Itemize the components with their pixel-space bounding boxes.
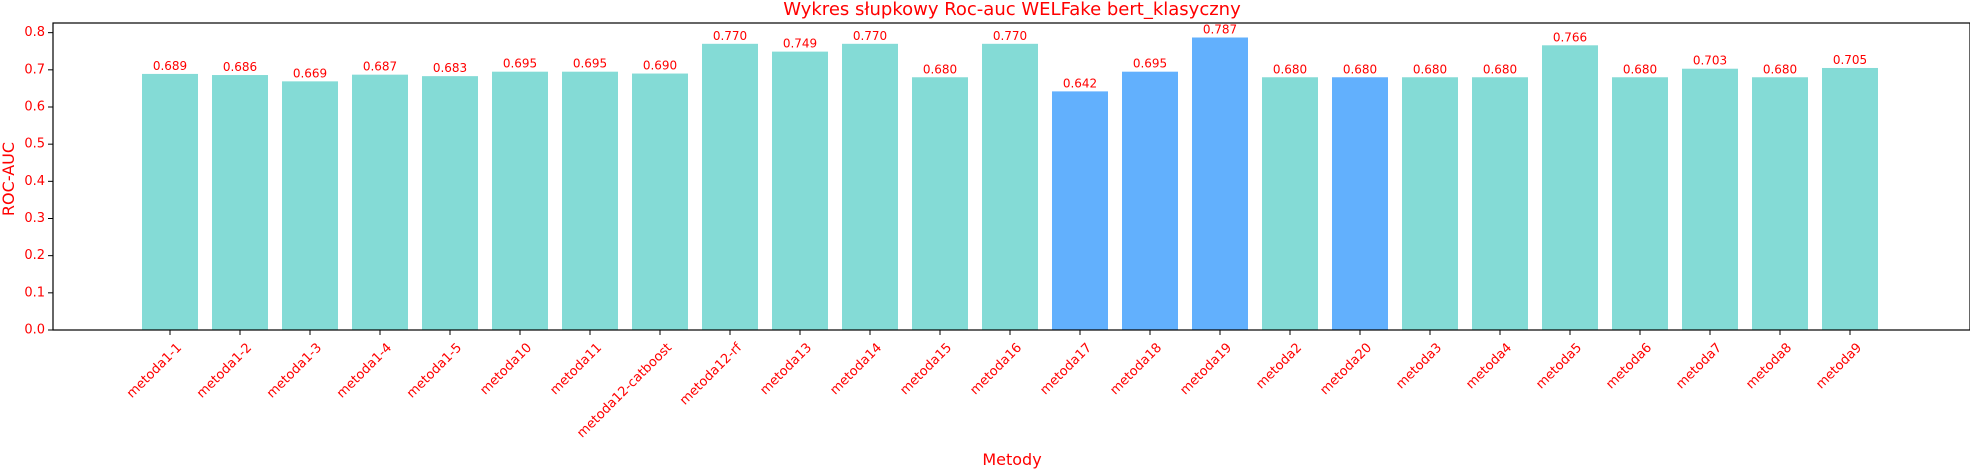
y-tick-label: 0.8	[24, 25, 45, 40]
bar-value-label: 0.749	[783, 37, 817, 51]
bar-metoda1-1	[142, 73, 198, 330]
bar-metoda13	[772, 51, 828, 330]
bar-value-label: 0.695	[1133, 57, 1167, 71]
x-tick-label: metoda6	[1603, 340, 1655, 392]
y-tick-label: 0.6	[24, 99, 45, 114]
x-tick-label: metoda3	[1393, 340, 1445, 392]
bar-metoda18	[1122, 71, 1178, 330]
x-tick-label: metoda12-rf	[677, 340, 745, 408]
bar-value-label: 0.680	[923, 62, 957, 76]
x-tick-label: metoda1-3	[264, 340, 325, 401]
bar-value-label: 0.770	[853, 29, 887, 43]
x-tick-label: metoda14	[827, 340, 885, 398]
y-tick-label: 0.5	[24, 137, 45, 152]
bars-group	[142, 37, 1878, 331]
bar-metoda20	[1332, 77, 1388, 331]
y-tick-label: 0.0	[24, 323, 45, 338]
bar-metoda1-2	[212, 75, 268, 330]
x-tick-label: metoda9	[1813, 340, 1865, 392]
x-tick-label: metoda1-1	[124, 340, 185, 401]
bar-metoda2	[1262, 77, 1318, 331]
x-ticks: metoda1-1 metoda1-2 metoda1-3 metoda1-4 meto…	[124, 330, 1865, 441]
x-tick-label: metoda4	[1463, 340, 1515, 392]
bar-value-labels: 0.689 0.686 0.669 0.687 0.683 0.695 0.695 0.690…	[153, 22, 1867, 90]
bar-metoda1-5	[422, 76, 478, 330]
y-tick-label: 0.4	[24, 174, 45, 189]
bar-value-label: 0.703	[1693, 54, 1727, 68]
bar-value-label: 0.689	[153, 59, 187, 73]
bar-metoda12-rf	[702, 43, 758, 330]
bar-metoda7	[1682, 68, 1738, 330]
bar-value-label: 0.680	[1623, 62, 1657, 76]
bar-metoda16	[982, 43, 1038, 330]
y-tick-label: 0.1	[24, 285, 45, 300]
bar-value-label: 0.680	[1413, 62, 1447, 76]
y-tick-label: 0.2	[24, 248, 45, 263]
bar-metoda4	[1472, 77, 1528, 331]
x-tick-label: metoda17	[1037, 340, 1095, 398]
bar-metoda10	[492, 71, 548, 330]
y-ticks: 0.0 0.1 0.2 0.3 0.4 0.5 0.6 0.7 0.8	[24, 25, 53, 338]
x-tick-label: metoda10	[477, 340, 535, 398]
x-tick-label: metoda1-4	[334, 340, 395, 401]
bar-metoda5	[1542, 45, 1598, 331]
bar-value-label: 0.680	[1483, 62, 1517, 76]
x-tick-label: metoda1-5	[404, 340, 465, 401]
x-tick-label: metoda1-2	[194, 340, 255, 401]
x-tick-label: metoda18	[1107, 340, 1165, 398]
chart-title: Wykres słupkowy Roc-auc WELFake bert_kla…	[783, 0, 1241, 20]
bar-value-label: 0.680	[1763, 62, 1797, 76]
x-tick-label: metoda2	[1253, 340, 1305, 392]
bar-value-label: 0.680	[1273, 62, 1307, 76]
bar-value-label: 0.642	[1063, 76, 1097, 90]
bar-metoda8	[1752, 77, 1808, 331]
x-tick-label: metoda11	[547, 340, 605, 398]
bar-metoda11	[562, 71, 618, 330]
x-tick-label: metoda15	[897, 340, 955, 398]
x-tick-label: metoda20	[1317, 340, 1375, 398]
bar-metoda9	[1822, 67, 1878, 330]
bar-value-label: 0.686	[223, 60, 257, 74]
bar-metoda12-catboost	[632, 73, 688, 331]
plot-frame	[52, 22, 1970, 331]
x-tick-label: metoda5	[1533, 340, 1585, 392]
bar-value-label: 0.683	[433, 61, 467, 75]
bar-value-label: 0.766	[1553, 30, 1587, 44]
bar-value-label: 0.770	[993, 29, 1027, 43]
bar-metoda3	[1402, 77, 1458, 331]
bar-metoda1-4	[352, 74, 408, 330]
bar-metoda6	[1612, 77, 1668, 331]
x-tick-label: metoda7	[1673, 340, 1725, 392]
x-tick-label: metoda16	[967, 340, 1025, 398]
x-axis-label: Metody	[982, 450, 1041, 469]
x-tick-label: metoda19	[1177, 340, 1235, 398]
y-tick-label: 0.7	[24, 62, 45, 77]
bar-metoda14	[842, 43, 898, 330]
bar-value-label: 0.770	[713, 29, 747, 43]
y-axis-label: ROC-AUC	[0, 142, 18, 216]
y-tick-label: 0.3	[24, 211, 45, 226]
bar-value-label: 0.690	[643, 59, 677, 73]
bar-metoda19	[1192, 37, 1248, 331]
bar-value-label: 0.669	[293, 66, 327, 80]
bar-metoda1-3	[282, 81, 338, 331]
bar-value-label: 0.680	[1343, 62, 1377, 76]
bar-value-label: 0.695	[573, 57, 607, 71]
bar-metoda17	[1052, 91, 1108, 330]
x-tick-label: metoda13	[757, 340, 815, 398]
bar-metoda15	[912, 77, 968, 331]
bar-value-label: 0.695	[503, 57, 537, 71]
bar-value-label: 0.705	[1833, 53, 1867, 67]
x-tick-label: metoda8	[1743, 340, 1795, 392]
bar-value-label: 0.687	[363, 60, 397, 74]
bar-value-label: 0.787	[1203, 22, 1237, 36]
